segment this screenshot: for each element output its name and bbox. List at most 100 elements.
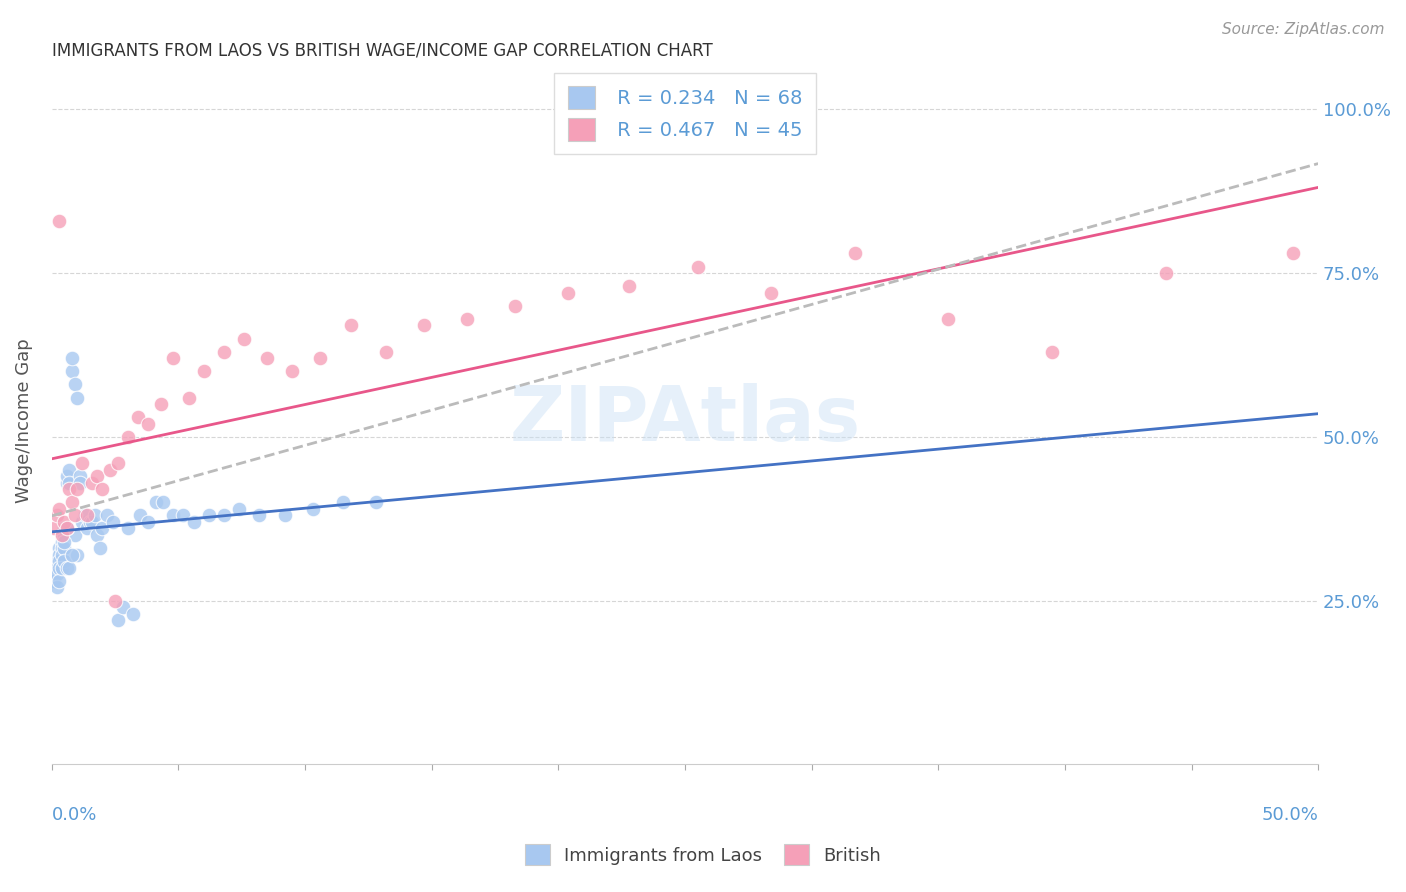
Point xyxy=(48,213,70,227)
Point xyxy=(759,285,782,300)
Point xyxy=(101,515,124,529)
Point xyxy=(60,495,83,509)
Point xyxy=(301,501,323,516)
Text: IMMIGRANTS FROM LAOS VS BRITISH WAGE/INCOME GAP CORRELATION CHART: IMMIGRANTS FROM LAOS VS BRITISH WAGE/INC… xyxy=(52,42,713,60)
Point xyxy=(197,508,219,523)
Point xyxy=(121,607,143,621)
Text: 0.0%: 0.0% xyxy=(52,805,97,823)
Point xyxy=(274,508,297,523)
Point xyxy=(212,344,235,359)
Point xyxy=(53,534,76,549)
Point xyxy=(45,581,67,595)
Point xyxy=(844,246,866,260)
Point xyxy=(136,417,159,431)
Point xyxy=(938,312,960,326)
Point xyxy=(86,528,108,542)
Point xyxy=(51,541,73,556)
Point xyxy=(82,475,104,490)
Point xyxy=(69,475,91,490)
Point xyxy=(56,521,79,535)
Point xyxy=(45,508,67,523)
Point xyxy=(53,515,76,529)
Point xyxy=(53,554,76,568)
Point xyxy=(51,548,73,562)
Point xyxy=(48,548,70,562)
Point xyxy=(66,391,89,405)
Legend:  R = 0.234   N = 68,  R = 0.467   N = 45: R = 0.234 N = 68, R = 0.467 N = 45 xyxy=(554,72,815,154)
Point xyxy=(70,515,93,529)
Point xyxy=(162,508,184,523)
Text: ZIPAtlas: ZIPAtlas xyxy=(509,384,860,458)
Point xyxy=(56,521,79,535)
Point xyxy=(44,567,66,582)
Legend: Immigrants from Laos, British: Immigrants from Laos, British xyxy=(516,835,890,874)
Point xyxy=(149,397,172,411)
Point xyxy=(96,508,118,523)
Point xyxy=(91,521,114,535)
Point xyxy=(162,351,184,366)
Point xyxy=(60,364,83,378)
Point xyxy=(172,508,194,523)
Point xyxy=(557,285,579,300)
Point xyxy=(332,495,354,509)
Point xyxy=(339,318,361,333)
Point xyxy=(44,561,66,575)
Point xyxy=(145,495,167,509)
Point xyxy=(193,364,215,378)
Point xyxy=(63,508,86,523)
Point xyxy=(48,554,70,568)
Point xyxy=(456,312,478,326)
Point xyxy=(212,508,235,523)
Text: Source: ZipAtlas.com: Source: ZipAtlas.com xyxy=(1222,22,1385,37)
Point xyxy=(60,351,83,366)
Point xyxy=(364,495,387,509)
Point xyxy=(104,593,127,607)
Point xyxy=(69,469,91,483)
Point xyxy=(619,279,641,293)
Point xyxy=(503,299,526,313)
Text: 50.0%: 50.0% xyxy=(1261,805,1319,823)
Point xyxy=(51,561,73,575)
Point xyxy=(228,501,250,516)
Point xyxy=(76,508,98,523)
Point xyxy=(58,482,80,496)
Point xyxy=(56,475,79,490)
Point xyxy=(177,391,200,405)
Point xyxy=(76,521,98,535)
Point xyxy=(70,456,93,470)
Point xyxy=(127,410,149,425)
Point xyxy=(98,462,121,476)
Point xyxy=(79,515,101,529)
Point xyxy=(44,574,66,588)
Point xyxy=(44,521,66,535)
Point xyxy=(45,561,67,575)
Point xyxy=(45,567,67,582)
Point xyxy=(56,469,79,483)
Point xyxy=(63,528,86,542)
Point xyxy=(48,541,70,556)
Point xyxy=(1281,246,1303,260)
Point xyxy=(58,475,80,490)
Point xyxy=(58,462,80,476)
Point xyxy=(111,600,134,615)
Point xyxy=(66,548,89,562)
Point xyxy=(1154,266,1177,280)
Point xyxy=(63,377,86,392)
Y-axis label: Wage/Income Gap: Wage/Income Gap xyxy=(15,338,32,503)
Point xyxy=(117,430,139,444)
Point xyxy=(51,528,73,542)
Point xyxy=(309,351,332,366)
Point xyxy=(48,561,70,575)
Point xyxy=(82,515,104,529)
Point xyxy=(107,456,129,470)
Point xyxy=(58,561,80,575)
Point xyxy=(129,508,152,523)
Point xyxy=(686,260,709,274)
Point xyxy=(53,528,76,542)
Point xyxy=(91,482,114,496)
Point xyxy=(183,515,205,529)
Point xyxy=(233,332,256,346)
Point xyxy=(51,534,73,549)
Point xyxy=(152,495,174,509)
Point xyxy=(73,508,96,523)
